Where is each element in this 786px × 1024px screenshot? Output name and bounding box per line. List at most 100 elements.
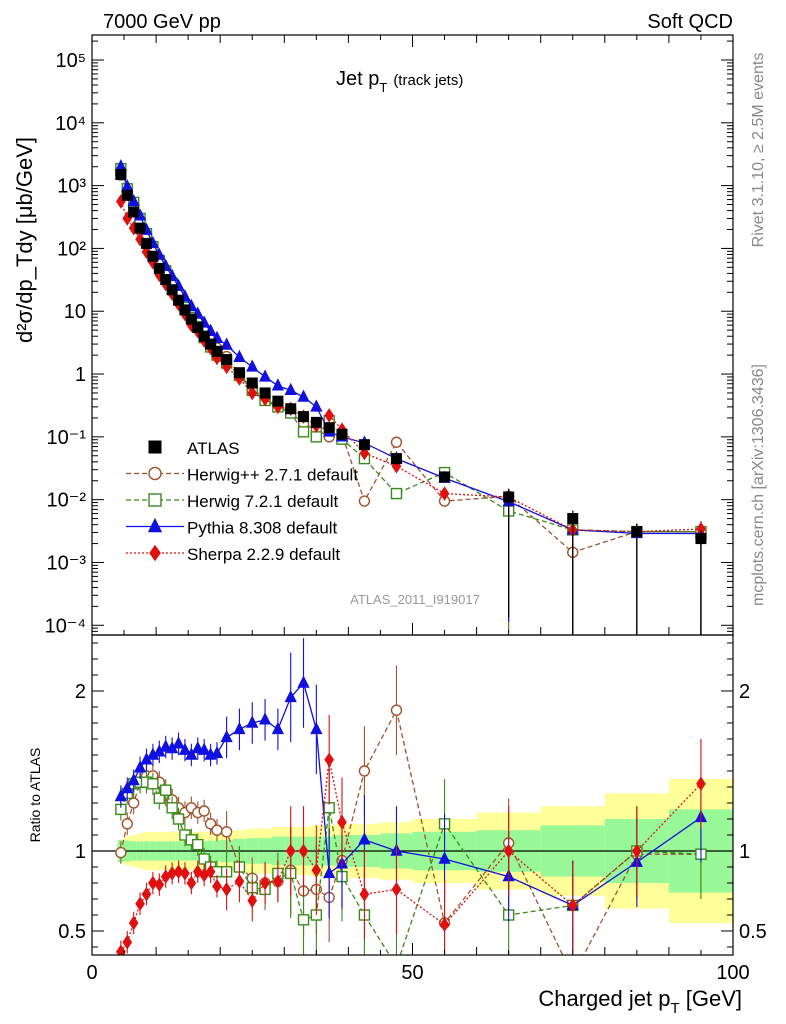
- data-point: [121, 781, 134, 794]
- legend-label: ATLAS: [187, 439, 240, 458]
- data-point: [192, 322, 204, 334]
- y-axis-label: d²σ/dp_Tdy [μb/GeV]: [12, 137, 37, 343]
- data-point: [297, 914, 310, 926]
- data-point: [128, 915, 139, 931]
- data-point: [503, 843, 514, 859]
- data-point: [298, 411, 310, 423]
- data-point: [211, 345, 223, 357]
- data-point: [166, 284, 178, 296]
- data-point: [179, 304, 191, 316]
- legend-label: Herwig++ 2.7.1 default: [187, 466, 358, 485]
- series-sherpa: [116, 194, 706, 635]
- legend-entry: Pythia 8.308 default: [126, 517, 338, 538]
- data-point: [695, 533, 707, 545]
- ratio-series-group: [114, 638, 708, 981]
- data-point: [172, 736, 185, 749]
- y-tick-label: 10: [64, 301, 86, 323]
- data-point: [198, 805, 210, 817]
- plot-title-main: Jet p: [336, 68, 379, 90]
- data-point: [271, 378, 285, 391]
- data-point: [298, 843, 309, 859]
- data-point: [233, 349, 246, 362]
- plot-title: Jet pT (track jets): [336, 68, 463, 95]
- data-point: [310, 721, 323, 735]
- data-point: [147, 778, 159, 790]
- data-point: [324, 408, 335, 423]
- data-point: [273, 874, 283, 889]
- data-point: [323, 422, 335, 434]
- legend-label: Herwig 7.2.1 default: [187, 492, 338, 511]
- data-point: [359, 886, 370, 902]
- data-point: [246, 715, 259, 728]
- data-point: [258, 369, 272, 382]
- data-point: [297, 675, 310, 688]
- ratio-y-tick-label-right: 2: [739, 681, 750, 703]
- y-tick-label: 10⁵: [55, 50, 86, 72]
- legend-entry: ATLAS: [148, 439, 240, 458]
- data-point: [568, 971, 578, 981]
- data-point: [323, 865, 336, 879]
- data-point: [439, 486, 450, 501]
- data-point: [221, 354, 233, 366]
- legend-marker: [148, 466, 162, 481]
- data-point: [567, 898, 578, 913]
- data-point: [324, 752, 335, 768]
- data-point: [631, 526, 643, 538]
- data-point: [632, 843, 642, 859]
- ratio-y-tick-label: 0.5: [58, 921, 86, 943]
- y-tick-label: 10⁻⁴: [45, 615, 86, 637]
- x-tick-label: 50: [401, 962, 423, 984]
- legend-entry: Herwig 7.2.1 default: [126, 492, 338, 511]
- data-point: [192, 838, 204, 851]
- data-point: [173, 864, 184, 880]
- data-point: [297, 426, 310, 438]
- data-point: [121, 189, 133, 201]
- data-point: [247, 893, 258, 908]
- legend: ATLAS Herwig++ 2.7.1 default Herwig 7.2.1 …: [126, 439, 358, 564]
- data-point: [198, 330, 210, 342]
- data-point: [696, 776, 706, 792]
- data-point: [114, 789, 127, 802]
- data-point: [180, 866, 190, 881]
- data-point: [503, 491, 515, 503]
- data-point: [311, 862, 322, 878]
- x-tick-label: 100: [716, 962, 749, 984]
- data-point: [285, 843, 296, 859]
- data-point: [390, 487, 403, 500]
- data-point: [258, 712, 272, 725]
- data-point: [310, 416, 322, 428]
- data-point: [116, 944, 126, 955]
- data-point: [271, 721, 285, 735]
- data-point: [173, 294, 185, 306]
- analysis-watermark: ATLAS_2011_I919017: [350, 592, 480, 607]
- data-point: [205, 864, 216, 880]
- data-point: [212, 878, 222, 894]
- y-tick-label: 10⁻³: [47, 552, 87, 574]
- plot-title-sub: T: [379, 80, 387, 95]
- ratio-sherpa: [116, 715, 706, 955]
- data-point: [122, 934, 133, 950]
- ratio-y-axis-label: Ratio to ATLAS: [27, 748, 43, 843]
- data-point: [147, 250, 159, 262]
- data-point: [233, 721, 246, 735]
- data-point: [140, 237, 152, 249]
- series-herwig7: [115, 162, 707, 635]
- data-point: [221, 882, 232, 897]
- data-point: [160, 274, 172, 286]
- x-tick-label: 0: [86, 962, 97, 984]
- legend-label: Pythia 8.308 default: [187, 519, 338, 538]
- data-point: [121, 818, 133, 830]
- data-point: [337, 814, 347, 830]
- header-right: Soft QCD: [647, 11, 733, 33]
- ratio-y-tick-label: 2: [75, 681, 86, 703]
- data-point: [178, 742, 192, 755]
- legend-marker: [149, 544, 161, 562]
- y-tick-label: 10²: [57, 238, 86, 260]
- x-axis-label-unit: [GeV]: [680, 986, 742, 1011]
- header-left: 7000 GeV pp: [103, 11, 221, 33]
- data-point: [160, 784, 172, 796]
- side-text-top: Rivet 3.1.10, ≥ 2.5M events: [750, 53, 767, 248]
- data-point: [148, 875, 158, 891]
- data-point: [390, 704, 403, 716]
- data-point: [141, 886, 152, 902]
